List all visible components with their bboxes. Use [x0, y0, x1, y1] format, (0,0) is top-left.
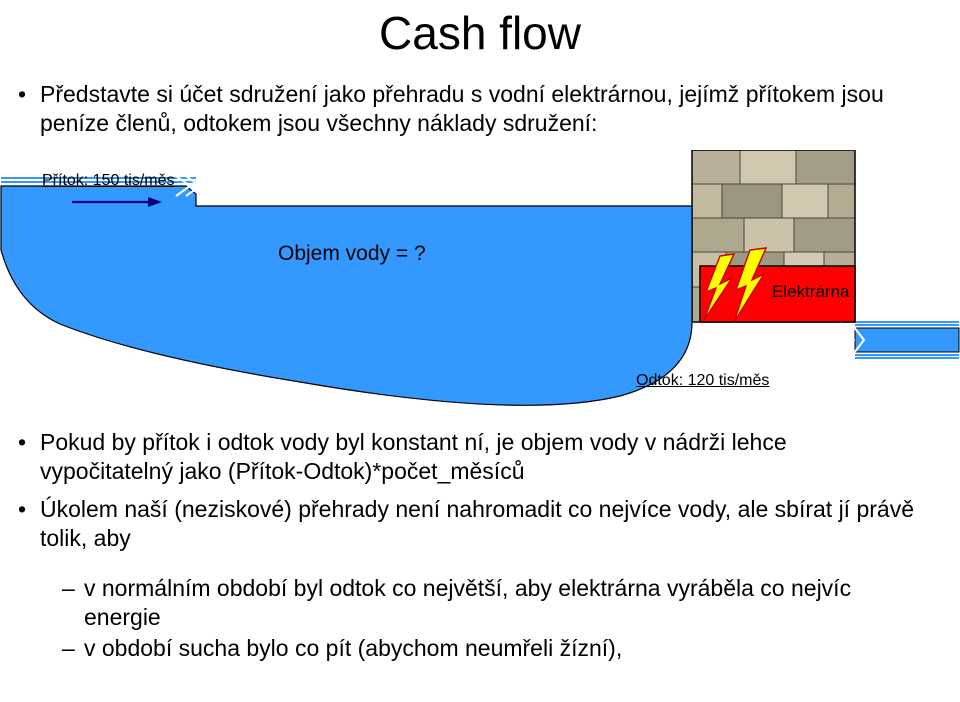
subbullet-1: – v normálním období byl odtok co největ…	[84, 574, 924, 632]
bullet-intro-text: Představte si účet sdružení jako přehrad…	[40, 81, 884, 136]
bullet-ukol: • Úkolem naší (neziskové) přehrady není …	[40, 495, 920, 553]
subbullet-2: – v období sucha bylo co pít (abychom ne…	[84, 634, 924, 663]
bullet-dot-icon: •	[18, 428, 26, 457]
volume-label: Objem vody = ?	[278, 242, 426, 266]
bullet-constant-text: Pokud by přítok i odtok vody byl konstan…	[40, 429, 787, 484]
bullet-dot-icon: •	[18, 495, 26, 524]
bullet-constant: • Pokud by přítok i odtok vody byl konst…	[40, 428, 920, 486]
page-title: Cash flow	[0, 6, 960, 60]
dash-icon: –	[62, 634, 75, 663]
subbullet-1-text: v normálním období byl odtok co největší…	[84, 575, 851, 630]
bullet-ukol-text: Úkolem naší (neziskové) přehrady není na…	[40, 496, 914, 551]
subbullet-2-text: v období sucha bylo co pít (abychom neum…	[84, 635, 622, 661]
plant-label: Elektrárna	[772, 282, 849, 302]
outflow-label: Odtok: 120 tis/měs	[636, 372, 769, 390]
inflow-label: Přítok: 150 tis/měs	[42, 172, 175, 190]
bullet-intro: • Představte si účet sdružení jako přehr…	[40, 80, 910, 138]
dam-diagram: Přítok: 150 tis/měs Objem vody = ? Elekt…	[0, 150, 960, 418]
bullet-dot-icon: •	[18, 80, 26, 109]
dash-icon: –	[62, 574, 75, 603]
